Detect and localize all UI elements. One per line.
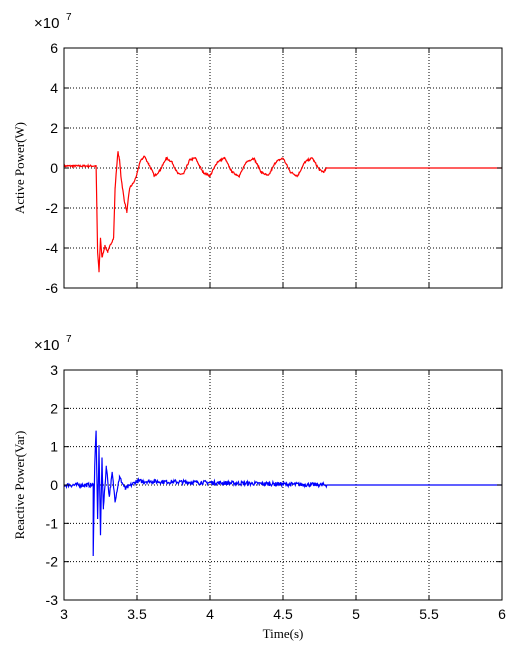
- y-tick-label: 4: [50, 80, 58, 96]
- y-tick-label: -4: [46, 240, 59, 256]
- y-tick-label: 1: [50, 439, 58, 455]
- axis-multiplier-exponent: 7: [66, 12, 72, 23]
- y-tick-label: -2: [46, 554, 59, 570]
- y-tick-label: 6: [50, 40, 58, 56]
- series-line: [63, 430, 502, 556]
- y-axis-label: Reactive Power(Var): [12, 431, 27, 540]
- x-tick-label: 4.5: [273, 606, 293, 622]
- x-tick-label: 6: [498, 606, 506, 622]
- y-tick-label: -1: [46, 515, 59, 531]
- x-tick-label: 3: [60, 606, 68, 622]
- y-tick-label: -6: [46, 280, 59, 296]
- x-tick-label: 5.5: [419, 606, 439, 622]
- chart-panel-2: -3 -2 -1 0 1 2 3 3 3.5 4 4.5 5 5.5 6 ×10 7 Reactive Powe…: [12, 334, 506, 641]
- y-tick-label: 0: [50, 477, 58, 493]
- chart-panel-1: -6 -4 -2 0 2 4 6 ×10 7 Active Power(W): [12, 12, 503, 296]
- y-tick-label: 2: [50, 400, 58, 416]
- axis-multiplier: ×10: [34, 15, 59, 32]
- axis-multiplier: ×10: [34, 337, 59, 354]
- y-tick-label: -3: [46, 592, 59, 608]
- x-tick-label: 4: [206, 606, 214, 622]
- x-tick-label: 3.5: [127, 606, 147, 622]
- x-axis-label: Time(s): [263, 626, 304, 641]
- x-tick-label: 5: [352, 606, 360, 622]
- y-tick-label: -2: [46, 200, 59, 216]
- y-axis-label: Active Power(W): [12, 122, 27, 214]
- axis-multiplier-exponent: 7: [66, 334, 72, 345]
- series-line: [63, 151, 502, 273]
- y-tick-label: 0: [50, 160, 58, 176]
- y-tick-label: 2: [50, 120, 58, 136]
- y-tick-label: 3: [50, 362, 58, 378]
